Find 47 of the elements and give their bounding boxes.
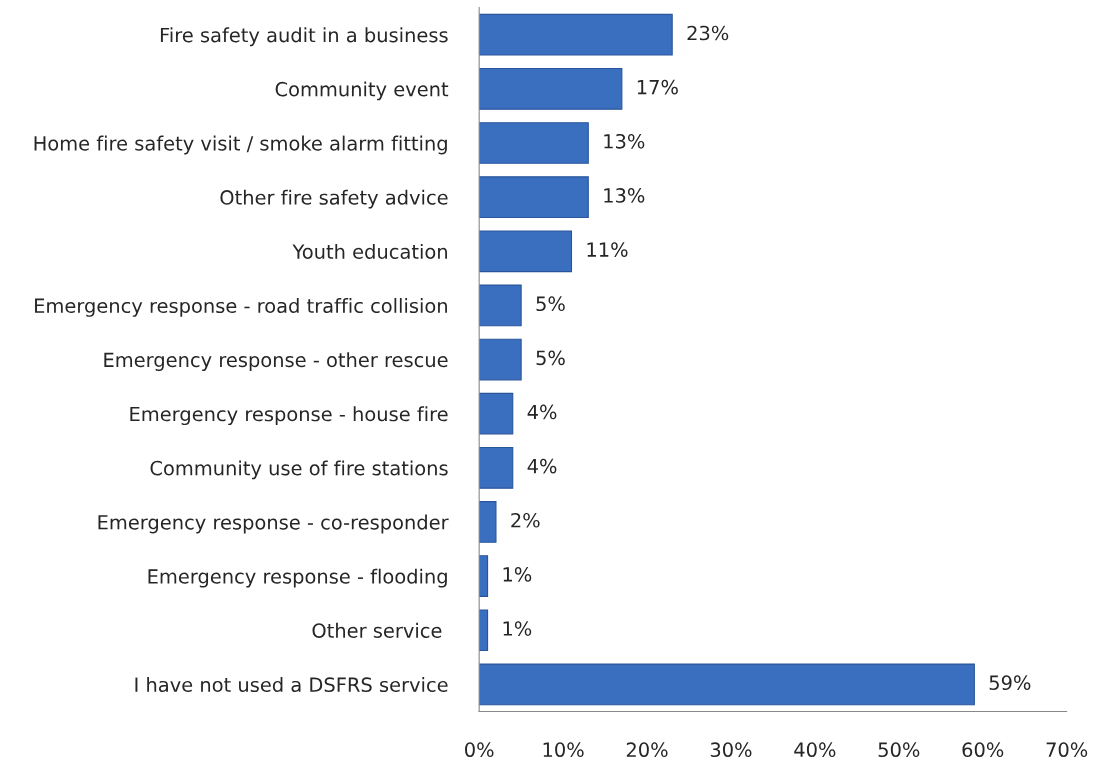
data-label: 11%: [587, 242, 628, 257]
y-tick-label: Youth education: [292, 243, 447, 259]
y-tick-label: Emergency response - other rescue: [104, 352, 448, 371]
data-label: 4%: [527, 458, 557, 474]
data-label: 17%: [637, 79, 678, 95]
bar: [479, 122, 589, 164]
data-label: 13%: [604, 188, 645, 203]
x-tick-label: 50%: [878, 742, 920, 758]
data-label: 1%: [503, 621, 532, 636]
data-label: 4%: [527, 404, 557, 420]
bar: [479, 501, 497, 543]
bar: [479, 609, 489, 652]
y-tick-label: Other fire safety advice: [220, 189, 448, 209]
x-tick-label: 40%: [794, 742, 836, 758]
y-tick-label: Other service: [312, 622, 442, 638]
bar: [479, 284, 522, 327]
bar: [479, 338, 522, 381]
bar: [479, 68, 623, 110]
data-label: 59%: [989, 675, 1031, 691]
bar: [479, 446, 514, 489]
x-tick-label: 0%: [465, 742, 494, 758]
y-tick-label: Community event: [275, 81, 449, 101]
data-label: 5%: [536, 296, 565, 312]
data-label: 5%: [536, 350, 565, 366]
y-tick-label: Community use of fire stations: [150, 460, 448, 480]
data-label: 13%: [604, 133, 645, 149]
bar: [479, 13, 673, 56]
x-tick-label: 30%: [710, 742, 752, 758]
data-label: 23%: [687, 25, 729, 41]
y-tick-label: Emergency response - flooding: [148, 568, 447, 588]
y-tick-label: I have not used a DSFRS service: [135, 676, 448, 693]
bar: [479, 176, 589, 218]
bar: [479, 555, 489, 597]
y-tick-label: Emergency response - co-responder: [98, 514, 449, 534]
x-tick-label: 70%: [1046, 742, 1088, 758]
x-tick-label: 20%: [626, 742, 668, 758]
y-tick-label: Emergency response - road traffic collision: [35, 298, 447, 317]
bar: [479, 392, 514, 435]
bar: [479, 230, 573, 273]
y-tick-label: Fire safety audit in a business: [160, 27, 448, 47]
data-label: 2%: [511, 512, 540, 528]
data-label: 1%: [503, 567, 532, 582]
bar: [479, 663, 975, 706]
y-tick-label: Emergency response - house fire: [130, 406, 448, 426]
y-tick-label: Home fire safety visit / smoke alarm fitting: [34, 135, 447, 155]
x-tick-label: 60%: [962, 742, 1004, 758]
x-tick-label: 10%: [543, 742, 584, 758]
